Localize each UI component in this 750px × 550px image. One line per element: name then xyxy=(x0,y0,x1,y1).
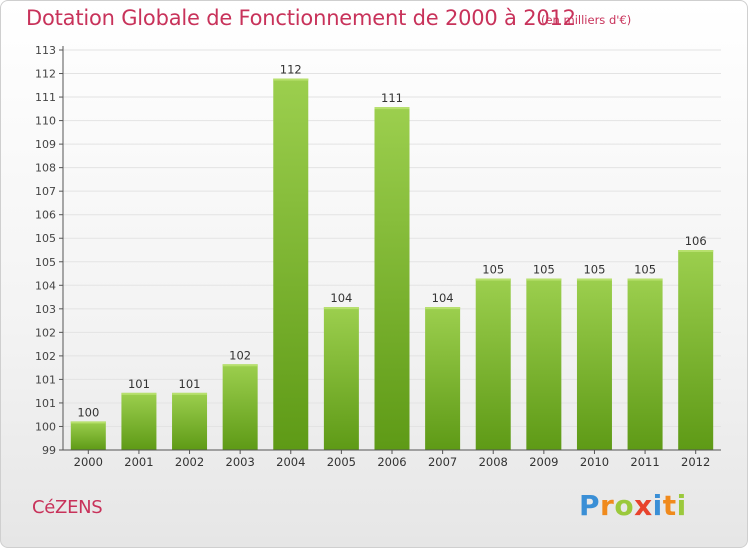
data-label: 102 xyxy=(229,348,251,362)
x-tick-label: 2001 xyxy=(124,455,153,469)
x-tick-label: 2005 xyxy=(327,455,356,469)
logo-letter: P xyxy=(579,489,601,522)
bar-2008 xyxy=(475,278,511,450)
y-tick-label: 113 xyxy=(35,44,56,57)
commune-name: CéZENS xyxy=(32,497,103,518)
bar-highlight xyxy=(222,364,258,367)
data-label: 105 xyxy=(533,263,555,277)
x-tick-label: 2009 xyxy=(529,455,558,469)
x-tick-label: 2003 xyxy=(226,455,255,469)
data-label: 105 xyxy=(634,263,656,277)
data-labels: 100 101 101 102 112 104 111 104 105 105 105 105 106 xyxy=(77,63,706,420)
bar-highlight xyxy=(526,278,562,281)
data-label: 105 xyxy=(482,263,504,277)
bar-highlight xyxy=(323,307,359,310)
data-label: 101 xyxy=(128,377,150,391)
data-label: 104 xyxy=(432,291,454,305)
x-tick-label: 2002 xyxy=(175,455,204,469)
y-tick-label: 112 xyxy=(35,68,56,81)
bar-2012 xyxy=(678,250,714,450)
y-tick-label: 100 xyxy=(35,420,56,433)
data-label: 100 xyxy=(77,405,99,419)
bar-highlight xyxy=(627,278,663,281)
x-tick-label: 2000 xyxy=(74,455,103,469)
logo-letter: x xyxy=(634,489,653,522)
y-tick-label: 105 xyxy=(35,256,56,269)
data-label: 112 xyxy=(280,63,302,77)
data-label: 101 xyxy=(179,377,201,391)
bar-highlight xyxy=(475,278,511,281)
y-tick-label: 102 xyxy=(35,350,56,363)
x-tick-label: 2006 xyxy=(377,455,406,469)
bar-2010 xyxy=(576,278,612,450)
y-tick-label: 106 xyxy=(35,209,56,222)
bars xyxy=(70,78,714,451)
data-label: 106 xyxy=(685,234,707,248)
data-label: 111 xyxy=(381,91,403,105)
x-tick-label: 2004 xyxy=(276,455,305,469)
bar-2006 xyxy=(374,107,410,451)
x-tick-label: 2007 xyxy=(428,455,457,469)
x-tick-label: 2010 xyxy=(580,455,609,469)
bar-highlight xyxy=(172,392,208,395)
data-label: 104 xyxy=(330,291,352,305)
y-tick-label: 108 xyxy=(35,162,56,175)
bar-highlight xyxy=(273,78,309,81)
chart-title: Dotation Globale de Fonctionnement de 20… xyxy=(26,6,576,30)
y-tick-label: 107 xyxy=(35,185,56,198)
y-tick-label: 104 xyxy=(35,279,56,292)
bar-2011 xyxy=(627,278,663,450)
y-tick-label: 103 xyxy=(35,303,56,316)
bar-2004 xyxy=(273,78,309,451)
x-tick-label: 2012 xyxy=(681,455,710,469)
y-tick-label: 99 xyxy=(42,444,56,457)
logo-letter: t xyxy=(662,489,677,522)
data-label: 105 xyxy=(583,263,605,277)
y-tick-label: 105 xyxy=(35,232,56,245)
bar-2005 xyxy=(323,307,359,450)
bar-highlight xyxy=(425,307,461,310)
x-tick-label: 2011 xyxy=(630,455,659,469)
bar-2003 xyxy=(222,364,258,450)
logo-letter: i xyxy=(652,489,663,522)
logo-letter: o xyxy=(614,489,635,522)
x-tick-label: 2008 xyxy=(479,455,508,469)
y-tick-label: 109 xyxy=(35,138,56,151)
bar-2009 xyxy=(526,278,562,450)
axes: 99 100 101 101 102 102 103 104 105 105 106 107 108 10… xyxy=(35,44,721,469)
bar-2002 xyxy=(172,392,208,450)
y-tick-label: 101 xyxy=(35,397,56,410)
bar-highlight xyxy=(678,250,714,252)
bar-highlight xyxy=(374,107,410,110)
logo-letter: r xyxy=(600,489,615,522)
bar-2000 xyxy=(70,421,106,450)
y-tick-label: 101 xyxy=(35,373,56,386)
y-tick-label: 110 xyxy=(35,115,56,128)
proxiti-logo: Proxiti xyxy=(579,489,687,522)
unit-note: (en milliers d'€) xyxy=(541,13,632,27)
bar-highlight xyxy=(121,392,157,395)
bar-2001 xyxy=(121,392,157,450)
y-tick-label: 102 xyxy=(35,326,56,339)
logo-letter: i xyxy=(676,489,687,522)
bar-highlight xyxy=(576,278,612,281)
bar-highlight xyxy=(70,421,106,424)
bar-2007 xyxy=(425,307,461,450)
y-tick-label: 111 xyxy=(35,91,56,104)
